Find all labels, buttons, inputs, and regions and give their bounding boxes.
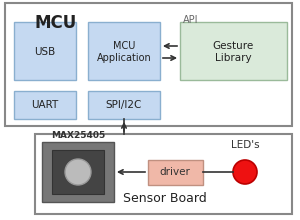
Text: USB: USB: [34, 47, 56, 57]
Text: API: API: [183, 15, 199, 25]
Bar: [52, 150, 104, 194]
Text: UART: UART: [32, 100, 58, 110]
Circle shape: [65, 159, 91, 185]
Text: MCU
Application: MCU Application: [97, 41, 152, 63]
Text: MAX25405: MAX25405: [51, 131, 105, 140]
Bar: [42, 142, 114, 202]
Text: MCU: MCU: [35, 14, 77, 32]
Bar: [88, 91, 160, 119]
Bar: [35, 134, 292, 214]
Circle shape: [233, 160, 257, 184]
Text: SPI/I2C: SPI/I2C: [106, 100, 142, 110]
Bar: [148, 160, 203, 185]
Bar: [14, 91, 76, 119]
Bar: [5, 3, 292, 126]
Bar: [14, 22, 76, 80]
Text: LED's: LED's: [231, 140, 259, 150]
Bar: [88, 22, 160, 80]
Bar: [180, 22, 287, 80]
Text: Sensor Board: Sensor Board: [123, 192, 207, 205]
Text: driver: driver: [160, 167, 191, 177]
Text: Gesture
Library: Gesture Library: [212, 41, 253, 63]
